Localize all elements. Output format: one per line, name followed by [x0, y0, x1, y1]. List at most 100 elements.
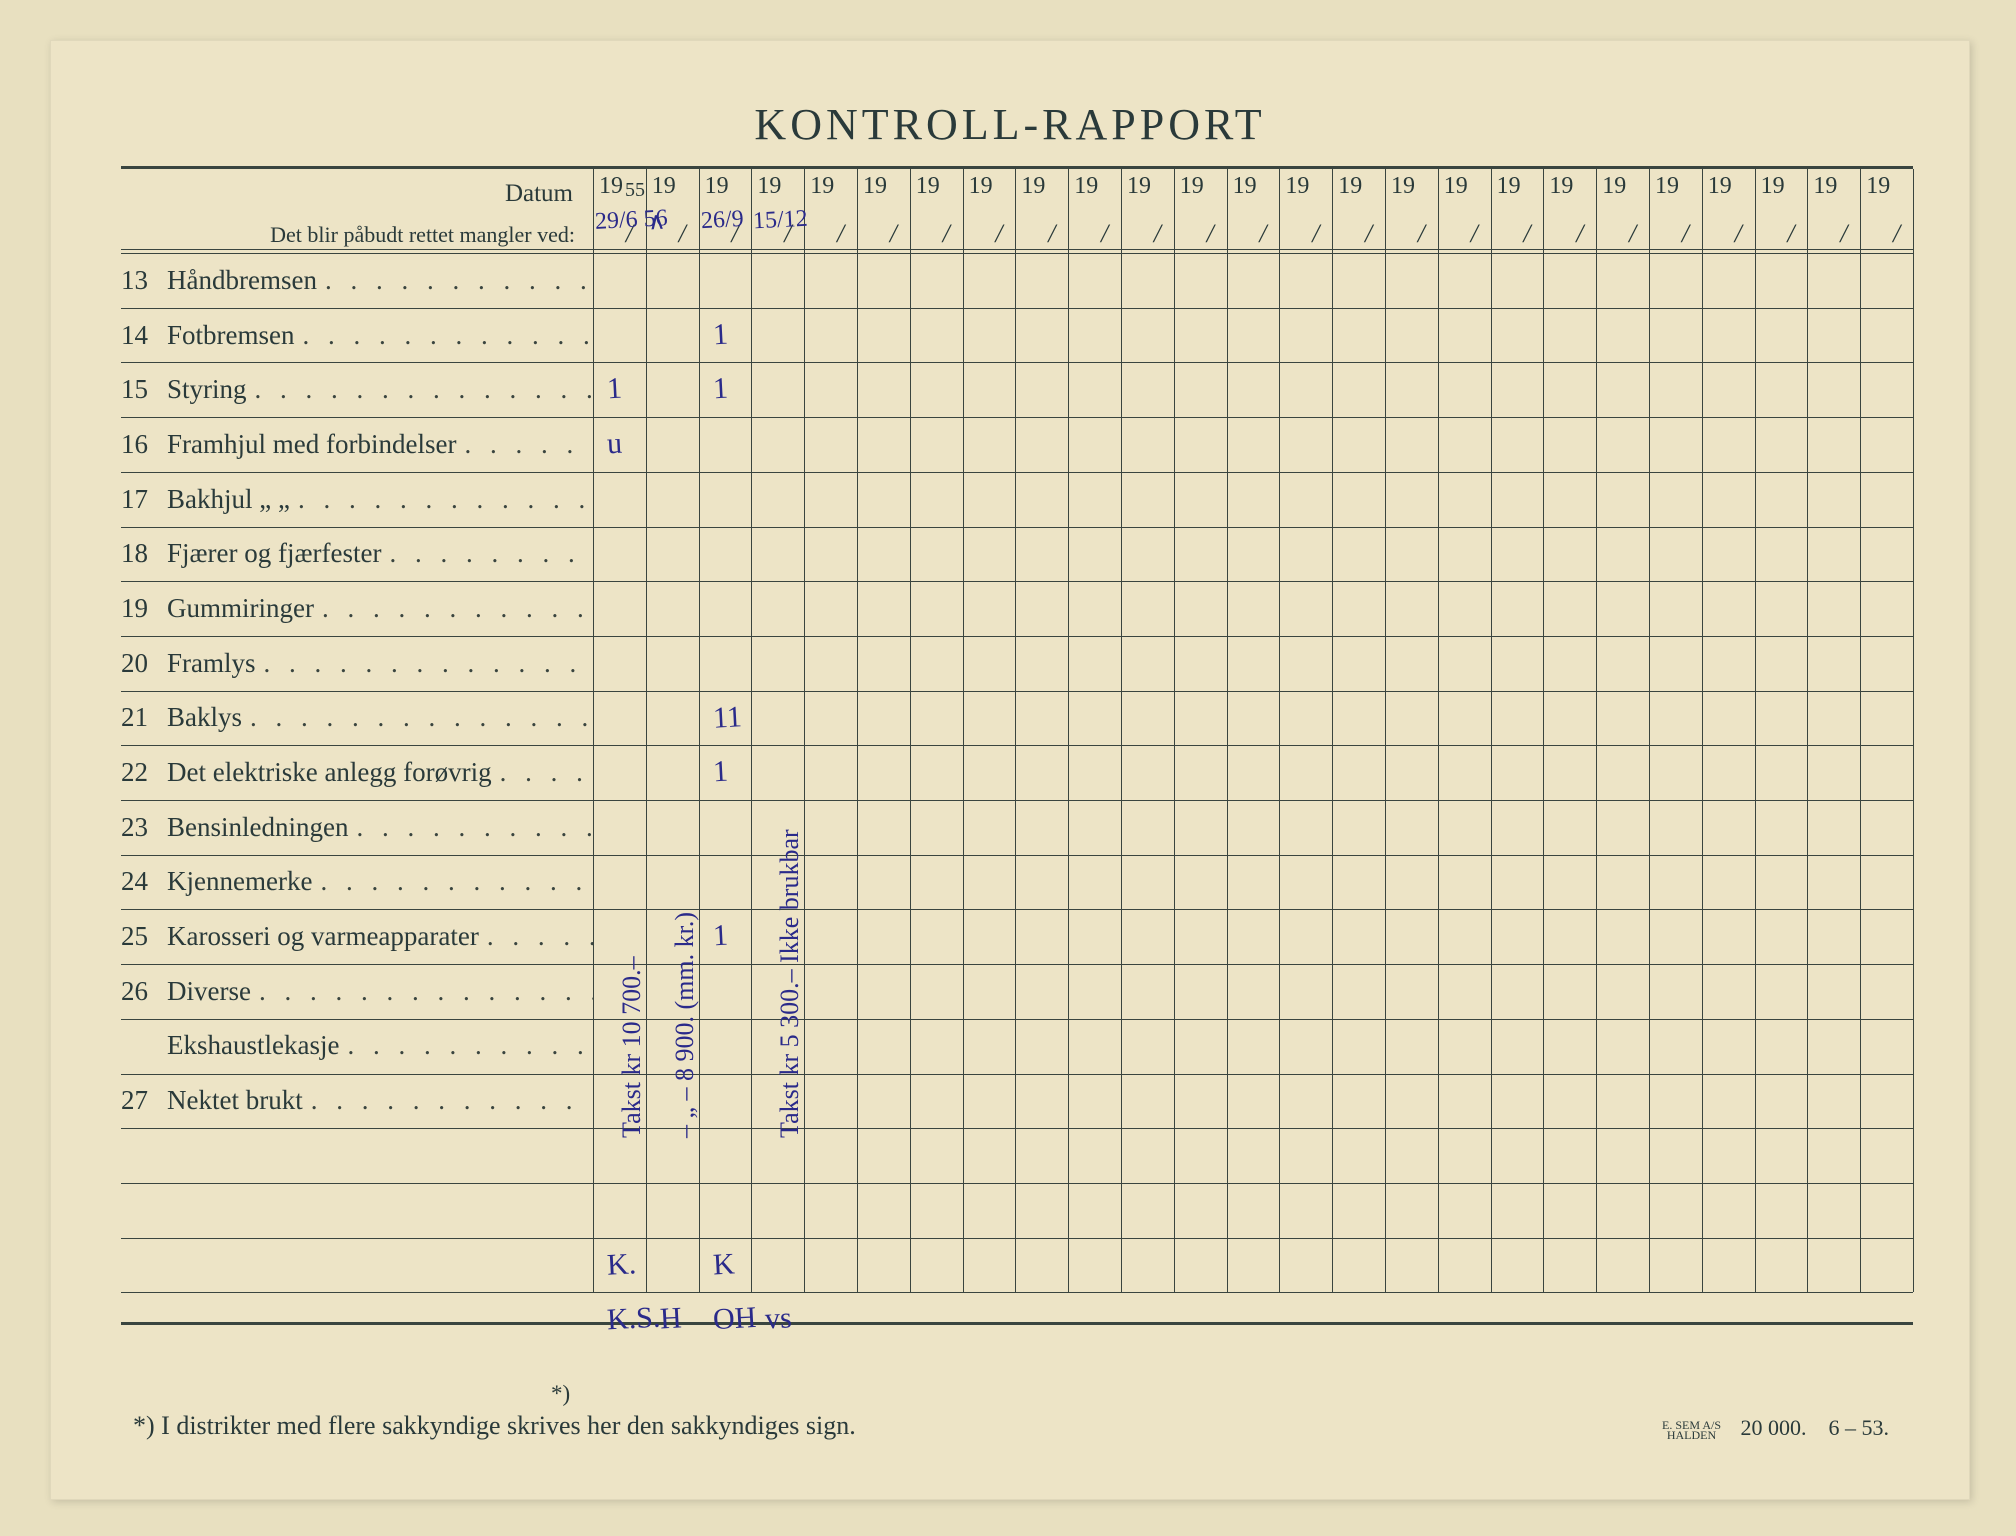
grid-vline [1596, 169, 1597, 1292]
col-year-prefix: 19 [969, 173, 993, 200]
grid-vline [1807, 169, 1808, 1292]
col-slash: / [1154, 219, 1161, 249]
handwritten-mark: vs [765, 1302, 793, 1337]
col-year-prefix: 19 [599, 173, 623, 200]
row-label: Styring [167, 374, 247, 405]
leader-dots: . . . . . . . . . . . . . . . . . . . . … [348, 812, 593, 843]
col-slash: / [1259, 219, 1266, 249]
table-row: 14Fotbremsen . . . . . . . . . . . . . .… [121, 308, 593, 363]
row-label: Ekshaustlekasje [167, 1030, 339, 1061]
print-qty: 20 000. [1741, 1415, 1807, 1440]
row-label: Gummiringer [167, 593, 314, 624]
leader-dots: . . . . . . . . . . . . . . . . . . . . … [456, 429, 593, 460]
label-mangler: Det blir påbudt rettet mangler ved: [121, 222, 593, 248]
leader-dots: . . . . . . . . . . . . . . . . . . . . … [314, 593, 593, 624]
handwritten-date: 15/12 [753, 206, 809, 236]
col-year-prefix: 19 [705, 173, 729, 200]
row-label: Karosseri og varmeapparater [167, 921, 479, 952]
col-slash: / [1471, 219, 1478, 249]
leader-dots: . . . . . . . . . . . . . . . . . . . . … [256, 648, 593, 679]
col-year-prefix: 19 [916, 173, 940, 200]
grid-vline [1438, 169, 1439, 1292]
col-slash: / [1893, 219, 1900, 249]
row-number: 22 [121, 757, 167, 788]
grid-vline [1755, 169, 1756, 1292]
handwritten-mark: u [606, 427, 623, 462]
col-year-suffix: 55 [625, 179, 645, 202]
table-row: 25Karosseri og varmeapparater . . . . . … [121, 909, 593, 964]
col-year-prefix: 19 [1127, 173, 1151, 200]
grid-vline [1649, 169, 1650, 1292]
grid-vline [1860, 169, 1861, 1292]
leader-dots: . . . . . . . . . . . . . . . . . . . . … [290, 484, 593, 515]
table-row: 26Diverse . . . . . . . . . . . . . . . … [121, 964, 593, 1019]
row-number: 17 [121, 484, 167, 515]
col-slash: / [1365, 219, 1372, 249]
col-year-prefix: 19 [1180, 173, 1204, 200]
grid-vline [1227, 169, 1228, 1292]
grid-vline [1174, 169, 1175, 1292]
table-row: 22Det elektriske anlegg forøvrig . . . .… [121, 745, 593, 800]
table-row [121, 1128, 593, 1183]
handwritten-mark: H [659, 1302, 682, 1337]
row-number: 25 [121, 921, 167, 952]
grid-vline [1385, 169, 1386, 1292]
col-year-prefix: 19 [1761, 173, 1785, 200]
col-year-prefix: 19 [1813, 173, 1837, 200]
grid-vline [910, 169, 911, 1292]
col-year-prefix: 19 [1708, 173, 1732, 200]
row-label: Diverse [167, 976, 251, 1007]
grid-vline [963, 169, 964, 1292]
table-row: 19Gummiringer . . . . . . . . . . . . . … [121, 581, 593, 636]
col-slash: / [1840, 219, 1847, 249]
row-number: 14 [121, 320, 167, 351]
row-number: 27 [121, 1085, 167, 1116]
grid-vline [1491, 169, 1492, 1292]
col-year-prefix: 19 [1285, 173, 1309, 200]
row-number: 18 [121, 538, 167, 569]
row-label: Nektet brukt [167, 1085, 303, 1116]
col-slash: / [1576, 219, 1583, 249]
page-title: KONTROLL-RAPPORT [51, 99, 1969, 150]
handwritten-mark: K.S. [606, 1301, 661, 1338]
handwritten-mark: OH [712, 1301, 757, 1337]
table-row: 13Håndbremsen . . . . . . . . . . . . . … [121, 253, 593, 308]
col-year-prefix: 19 [810, 173, 834, 200]
print-maker: E. SEM A/SHALDEN [1662, 1420, 1721, 1440]
row-label: Bensinledningen [167, 812, 348, 843]
page: KONTROLL-RAPPORT Datum Det blir påbudt r… [50, 40, 1970, 1500]
col-year-prefix: 19 [652, 173, 676, 200]
handwritten-vertical-note: – „ – 8 900. (mm. kr.) [670, 912, 700, 1138]
col-year-prefix: 19 [1602, 173, 1626, 200]
grid-hline [121, 249, 1913, 250]
table-row: 21Baklys . . . . . . . . . . . . . . . .… [121, 691, 593, 746]
table-row: Ekshaustlekasje . . . . . . . . . . . . … [121, 1019, 593, 1074]
handwritten-mark: 1 [712, 372, 729, 407]
row-number: 16 [121, 429, 167, 460]
handwritten-vertical-note: Takst kr 5 300.– Ikke brukbar [775, 830, 805, 1139]
grid-vline [857, 169, 858, 1292]
leader-dots: . . . . . . . . . . . . . . . . . . . . … [247, 374, 593, 405]
row-number: 19 [121, 593, 167, 624]
col-year-prefix: 19 [1233, 173, 1257, 200]
leader-dots: . . . . . . . . . . . . . . . . . . . . … [295, 320, 594, 351]
handwritten-vertical-note: Takst kr 10 700.– [617, 957, 647, 1139]
table-row: 18Fjærer og fjærfester . . . . . . . . .… [121, 526, 593, 581]
col-year-prefix: 19 [1549, 173, 1573, 200]
leader-dots: . . . . . . . . . . . . . . . . . . . . … [492, 757, 593, 788]
col-year-prefix: 19 [1074, 173, 1098, 200]
leader-dots: . . . . . . . . . . . . . . . . . . . . … [242, 702, 593, 733]
grid-vline [1543, 169, 1544, 1292]
col-year-prefix: 19 [863, 173, 887, 200]
handwritten-mark: 1 [712, 317, 729, 352]
row-number: 26 [121, 976, 167, 1007]
row-label: Kjennemerke [167, 866, 312, 897]
col-slash: / [943, 219, 950, 249]
header-labels: Datum Det blir påbudt rettet mangler ved… [121, 176, 593, 248]
handwritten-mark: 1 [712, 755, 729, 790]
row-label: Det elektriske anlegg forøvrig [167, 757, 492, 788]
col-year-prefix: 19 [1497, 173, 1521, 200]
handwritten-mark: 11 [712, 700, 743, 735]
handwritten-mark: 1 [712, 919, 729, 954]
col-year-prefix: 19 [1338, 173, 1362, 200]
